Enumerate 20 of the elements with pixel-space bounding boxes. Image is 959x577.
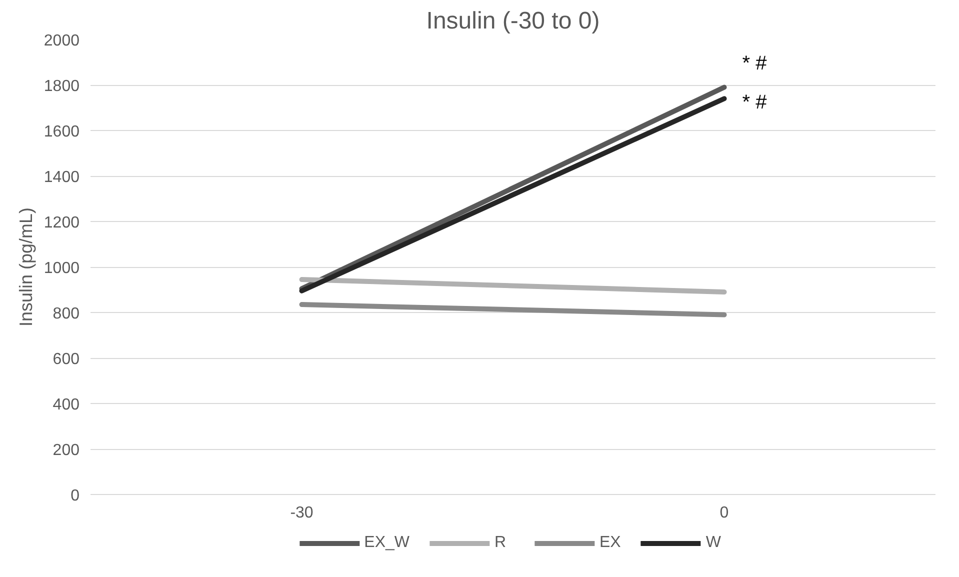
y-tick-label: 600 (52, 351, 80, 368)
y-tick-label: 0 (70, 488, 80, 504)
chart-title: Insulin (-30 to 0) (426, 8, 600, 34)
annotation: * # (742, 92, 768, 114)
y-tick-label: 1000 (44, 260, 80, 277)
y-tick-label: 1400 (44, 169, 80, 186)
x-tick-label: -30 (290, 504, 314, 522)
y-axis-title: Insulin (pg/mL) (16, 207, 36, 327)
annotation: * # (742, 52, 768, 74)
y-tick-label: 2000 (44, 32, 80, 50)
legend-label: R (494, 534, 508, 552)
legend-label: EX (600, 534, 621, 552)
y-tick-label: 800 (52, 306, 80, 322)
y-tick-label: 1200 (44, 214, 80, 232)
legend-label: EX_W (364, 534, 410, 552)
y-tick-label: 400 (52, 396, 80, 414)
legend-label: W (706, 534, 722, 552)
y-tick-label: 1800 (44, 78, 80, 95)
y-tick-label: 200 (52, 442, 80, 459)
y-tick-label: 1600 (44, 124, 80, 140)
